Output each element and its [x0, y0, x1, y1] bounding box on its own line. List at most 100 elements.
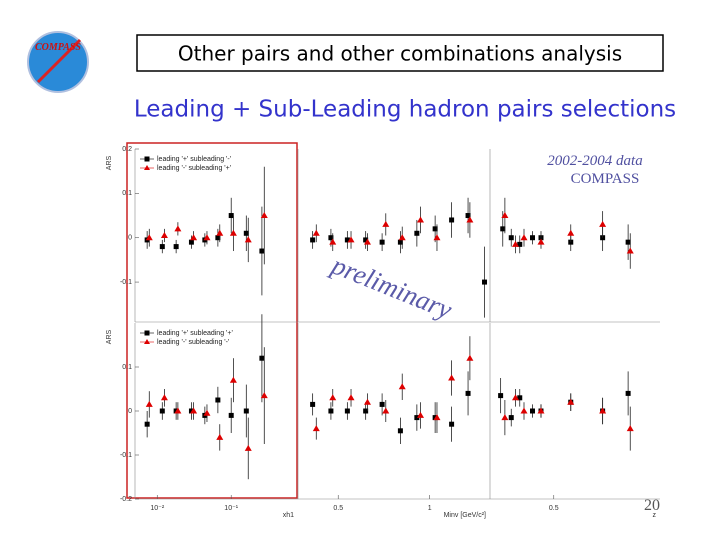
data-point: [512, 394, 519, 401]
data-point: [520, 407, 528, 414]
data-point: [174, 225, 182, 232]
data-point: [417, 216, 425, 223]
data-point: [626, 247, 634, 254]
data-point: [229, 376, 237, 383]
data-point: [530, 408, 535, 414]
logo-needle: [36, 38, 82, 84]
title-box: [136, 34, 664, 72]
data-point: [379, 401, 385, 407]
y-tick-label: -0.1: [120, 279, 132, 286]
data-point: [599, 220, 607, 227]
x-tick-label: 0.5: [549, 505, 559, 512]
y-tick-label: -0.2: [120, 496, 132, 503]
data-point: [498, 393, 504, 399]
data-point: [448, 374, 456, 381]
data-point: [260, 212, 268, 219]
data-point: [397, 428, 403, 434]
data-point: [243, 230, 249, 236]
x-axis-label: Minv [GeV/c²]: [444, 512, 486, 519]
data-point: [312, 229, 320, 236]
x-tick-label: 10⁻¹: [224, 505, 238, 512]
data-point: [190, 234, 198, 241]
data-point: [144, 421, 150, 427]
experiment-label: COMPASS: [571, 171, 640, 187]
data-point: [414, 415, 420, 421]
data-point: [537, 238, 545, 245]
data-point: [512, 240, 519, 247]
slide-title: Other pairs and other combinations analy…: [178, 42, 622, 66]
data-point: [347, 236, 355, 243]
data-point: [363, 237, 369, 243]
data-point: [626, 425, 634, 432]
data-point: [228, 412, 234, 418]
data-point: [508, 415, 514, 421]
data-point: [520, 234, 528, 241]
data-point: [244, 236, 252, 243]
y-tick-label: 0.1: [122, 190, 132, 197]
data-point: [465, 213, 471, 219]
data-point: [160, 232, 168, 238]
data-point: [363, 408, 369, 414]
x-axis-label: z: [653, 512, 657, 519]
data-point: [449, 217, 455, 223]
data-point: [244, 444, 252, 451]
y-tick-label: -0.1: [120, 452, 132, 459]
y-axis-label: ARS: [106, 155, 113, 170]
data-point: [259, 248, 265, 254]
data-point: [173, 244, 179, 250]
data-point: [382, 407, 390, 414]
data-point: [466, 216, 474, 223]
data-point: [159, 244, 165, 250]
data-point: [508, 235, 514, 241]
data-point: [517, 241, 523, 247]
logo-text: COMPASS: [35, 42, 81, 53]
slide-subtitle: Leading + Sub-Leading hadron pairs selec…: [134, 97, 676, 123]
legend-label: leading '-' subleading '-': [157, 339, 229, 346]
data-point: [216, 433, 224, 440]
legend-label: leading '+' subleading '-': [157, 156, 231, 163]
data-point: [190, 407, 198, 414]
data-point: [414, 230, 420, 236]
data-point: [188, 239, 194, 245]
legend-marker: [144, 339, 150, 344]
data-point: [567, 398, 575, 405]
data-point: [259, 355, 265, 361]
x-tick-label: 0.5: [333, 505, 343, 512]
data-point: [417, 411, 425, 418]
data-label: 2002-2004 data: [547, 153, 642, 169]
data-point: [159, 408, 165, 414]
data-point: [465, 390, 471, 396]
data-point: [229, 229, 237, 236]
data-point: [310, 401, 316, 407]
data-point: [363, 398, 371, 405]
data-point: [329, 238, 337, 245]
data-point: [145, 400, 153, 407]
data-point: [328, 235, 334, 241]
data-point: [397, 239, 403, 245]
data-point: [203, 409, 211, 416]
y-tick-label: 0: [128, 408, 132, 415]
data-point: [260, 392, 268, 399]
data-point: [215, 397, 221, 403]
data-point: [482, 279, 488, 285]
data-point: [228, 213, 234, 219]
data-point: [363, 238, 371, 245]
x-tick-label: 10⁻²: [150, 505, 164, 512]
data-point: [329, 394, 337, 401]
highlight-box: [126, 142, 298, 499]
data-point: [517, 395, 523, 401]
y-tick-label: 0: [128, 235, 132, 242]
legend-label: leading '+' subleading '+': [157, 330, 233, 337]
data-point: [567, 229, 575, 236]
y-tick-label: 0.1: [122, 364, 132, 371]
data-point: [625, 390, 631, 396]
data-point: [530, 235, 535, 241]
data-point: [160, 394, 168, 401]
logo: COMPASS: [27, 31, 89, 93]
data-point: [243, 408, 249, 414]
data-point: [500, 226, 506, 232]
data-point: [398, 234, 406, 241]
data-point: [433, 414, 441, 421]
data-point: [312, 425, 320, 432]
